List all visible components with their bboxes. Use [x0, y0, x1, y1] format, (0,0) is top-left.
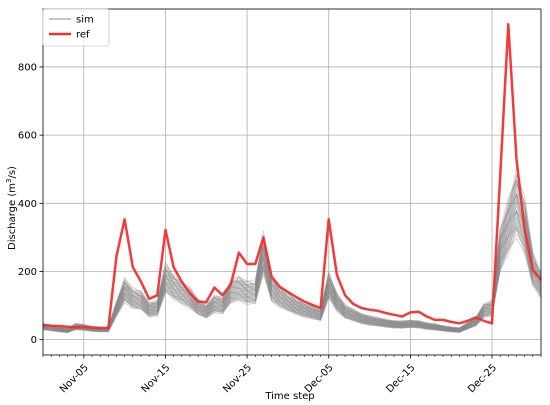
sim-trace [42, 206, 542, 332]
sim-trace [42, 222, 542, 333]
sim-trace [42, 237, 542, 334]
sim-trace [42, 227, 542, 333]
sim-trace [42, 216, 542, 332]
sim-trace [42, 217, 542, 332]
plot-frame [42, 8, 542, 356]
sim-trace [42, 181, 542, 330]
sim-trace [42, 227, 542, 333]
sim-trace [42, 167, 542, 329]
sim-trace [42, 233, 542, 333]
sim-trace [42, 203, 542, 331]
legend-sim-label: sim [76, 15, 94, 26]
y-tick-label: 600 [18, 131, 37, 142]
legend: sim ref [42, 8, 110, 47]
sim-trace [42, 209, 542, 332]
y-axis-label-tail: /s) [7, 166, 18, 179]
sim-trace [42, 174, 542, 329]
sim-trace [42, 225, 542, 333]
legend-ref-label: ref [76, 30, 90, 41]
y-tick-label: 400 [18, 199, 37, 210]
sim-trace [42, 221, 542, 333]
sim-trace [42, 194, 542, 331]
sim-trace [42, 179, 542, 330]
sim-trace [42, 183, 542, 330]
sim-trace [42, 212, 542, 332]
sim-trace [42, 219, 542, 332]
sim-ensemble [42, 167, 542, 334]
sim-trace [42, 189, 542, 330]
sim-trace [42, 192, 542, 331]
y-axis-label-main: Discharge (m [7, 183, 18, 250]
y-tick-label: 200 [18, 267, 37, 278]
sim-trace [42, 194, 542, 331]
ref-series [42, 23, 542, 330]
x-axis-label: Time step [264, 391, 314, 402]
sim-trace [42, 201, 542, 331]
sim-trace [42, 211, 542, 332]
ref-line [42, 23, 542, 330]
y-tick-label: 800 [18, 62, 37, 73]
sim-trace [42, 174, 542, 329]
sim-trace [42, 210, 542, 332]
grid [43, 9, 541, 355]
sim-trace [42, 198, 542, 331]
sim-trace [42, 183, 542, 330]
sim-trace [42, 210, 542, 332]
sim-trace [42, 192, 542, 330]
sim-trace [42, 195, 542, 331]
sim-trace [42, 210, 542, 332]
legend-box [42, 8, 110, 47]
sim-trace [42, 224, 542, 333]
sim-trace [42, 193, 542, 331]
y-tick-label: 0 [31, 335, 37, 346]
sim-trace [42, 229, 542, 333]
y-axis-label: Discharge (m3/s) [5, 166, 18, 250]
sim-trace [42, 200, 542, 331]
sim-trace [42, 179, 542, 330]
y-axis-label-sup: 3 [5, 179, 13, 183]
sim-trace [42, 185, 542, 330]
